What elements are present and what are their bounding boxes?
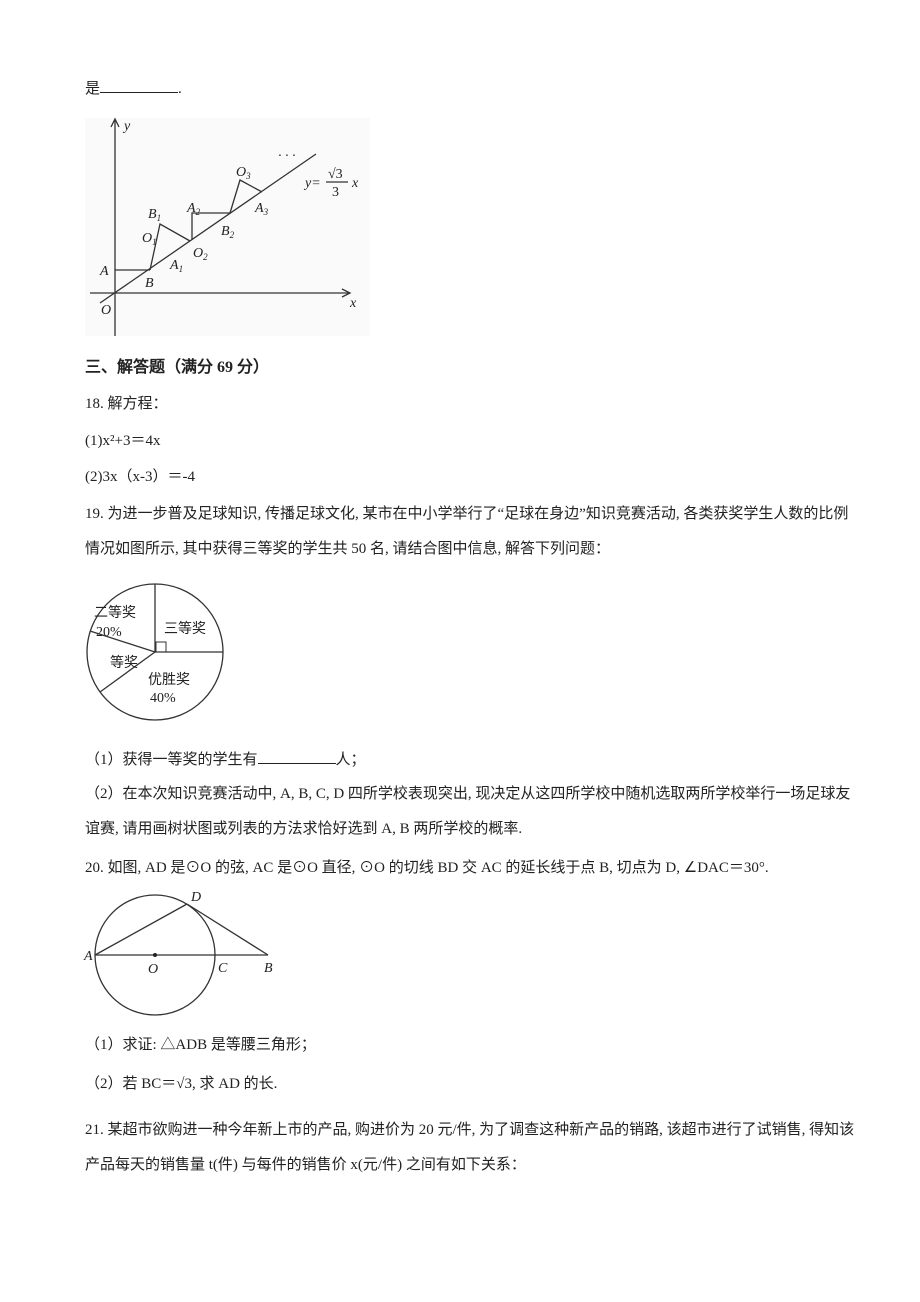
pie-divider	[89, 630, 156, 653]
point-label: A	[83, 949, 93, 964]
sub-question: （1）获得一等奖的学生有 人；	[85, 749, 366, 770]
arrow	[110, 117, 120, 128]
right-angle	[155, 641, 167, 653]
pie-label: 20%	[96, 625, 122, 640]
point-label: B	[145, 276, 154, 291]
pie-label: 二等奖	[94, 604, 136, 621]
triangle	[149, 222, 191, 271]
label-base: A	[254, 201, 264, 216]
label-base: B	[221, 224, 230, 239]
text: （1）获得一等奖的学生有	[85, 752, 258, 768]
top-line: 是.	[85, 78, 182, 99]
point-label: O	[148, 962, 158, 977]
label-base: B	[148, 207, 157, 222]
equation-den: 3	[332, 185, 339, 200]
label-base: O	[236, 165, 246, 180]
center-dot	[153, 953, 157, 957]
point-label: O1	[142, 231, 157, 247]
point-label: D	[190, 890, 201, 905]
label-sub: 2	[203, 252, 208, 262]
equation-var: x	[351, 176, 359, 191]
sub-question: (2)3x（x-3）＝-4	[85, 469, 195, 485]
point-label: C	[218, 961, 228, 976]
label-sub: 1	[157, 213, 162, 223]
label-sub: 1	[152, 237, 157, 247]
point-label: B	[264, 961, 273, 976]
point-label: A1	[169, 258, 183, 274]
circle-figure: A O C B D	[83, 890, 273, 1016]
label-base: O	[142, 231, 152, 246]
question-stem: 21. 某超市欲购进一种今年新上市的产品, 购进价为 20 元/件, 为了调查这…	[85, 1122, 855, 1173]
label-sub: 2	[230, 230, 235, 240]
line	[99, 153, 317, 304]
pie-divider	[99, 651, 156, 693]
arrow	[341, 288, 352, 298]
sub-question: （2）在本次知识竞赛活动中, A, B, C, D 四所学校表现突出, 现决定从…	[85, 786, 851, 837]
label-sub: 2	[196, 207, 201, 217]
label-base: B	[145, 276, 154, 291]
blank	[257, 749, 336, 764]
axis-label: y	[122, 119, 131, 134]
text: .	[178, 81, 182, 97]
point-label: O2	[193, 246, 208, 262]
dots: · · ·	[278, 149, 296, 164]
point-label: O3	[236, 165, 251, 181]
point-label: A2	[186, 201, 201, 217]
point-label: A	[99, 264, 109, 279]
question-stem: 20. 如图, AD 是⊙O 的弦, AC 是⊙O 直径, ⊙O 的切线 BD …	[85, 860, 769, 876]
label-sub: 3	[245, 171, 251, 181]
sub-question: （1）求证: △ADB 是等腰三角形；	[85, 1037, 316, 1053]
line-ad	[94, 903, 188, 956]
origin-label: O	[101, 303, 111, 318]
pie-label: 等奖	[110, 654, 138, 671]
label-base: O	[193, 246, 203, 261]
label-base: A	[169, 258, 179, 273]
axis-label: x	[349, 296, 357, 311]
label-base: A	[99, 264, 109, 279]
line-db	[186, 903, 269, 956]
question-stem: 19. 为进一步普及足球知识, 传播足球文化, 某市在中小学举行了“足球在身边”…	[85, 506, 849, 557]
segment	[191, 212, 230, 240]
pie-label: 优胜奖	[148, 671, 190, 688]
label-sub: 1	[179, 264, 184, 274]
equation-num: √3	[328, 167, 343, 182]
question-stem: 18. 解方程：	[85, 396, 168, 412]
label-sub: 3	[263, 207, 269, 217]
text: 是	[85, 81, 101, 97]
label-base: A	[186, 201, 196, 216]
pie-label: 40%	[150, 691, 176, 706]
point-label: A3	[254, 201, 269, 217]
point-label: B1	[148, 207, 161, 223]
pie-figure: 二等奖 20% 三等奖 等奖 优胜奖 40%	[86, 583, 224, 721]
text: 人；	[335, 752, 366, 768]
point-label: B2	[221, 224, 235, 240]
sub-question: (1)x²+3＝4x	[85, 433, 161, 449]
triangle	[229, 179, 263, 214]
equation-lhs: y=	[303, 176, 321, 191]
sub-question: （2）若 BC＝√3, 求 AD 的长.	[85, 1076, 278, 1092]
figure-bg	[85, 118, 370, 336]
blank	[100, 78, 179, 93]
pie-label: 三等奖	[164, 620, 206, 637]
section-heading: 三、解答题（满分 69 分）	[85, 359, 270, 376]
